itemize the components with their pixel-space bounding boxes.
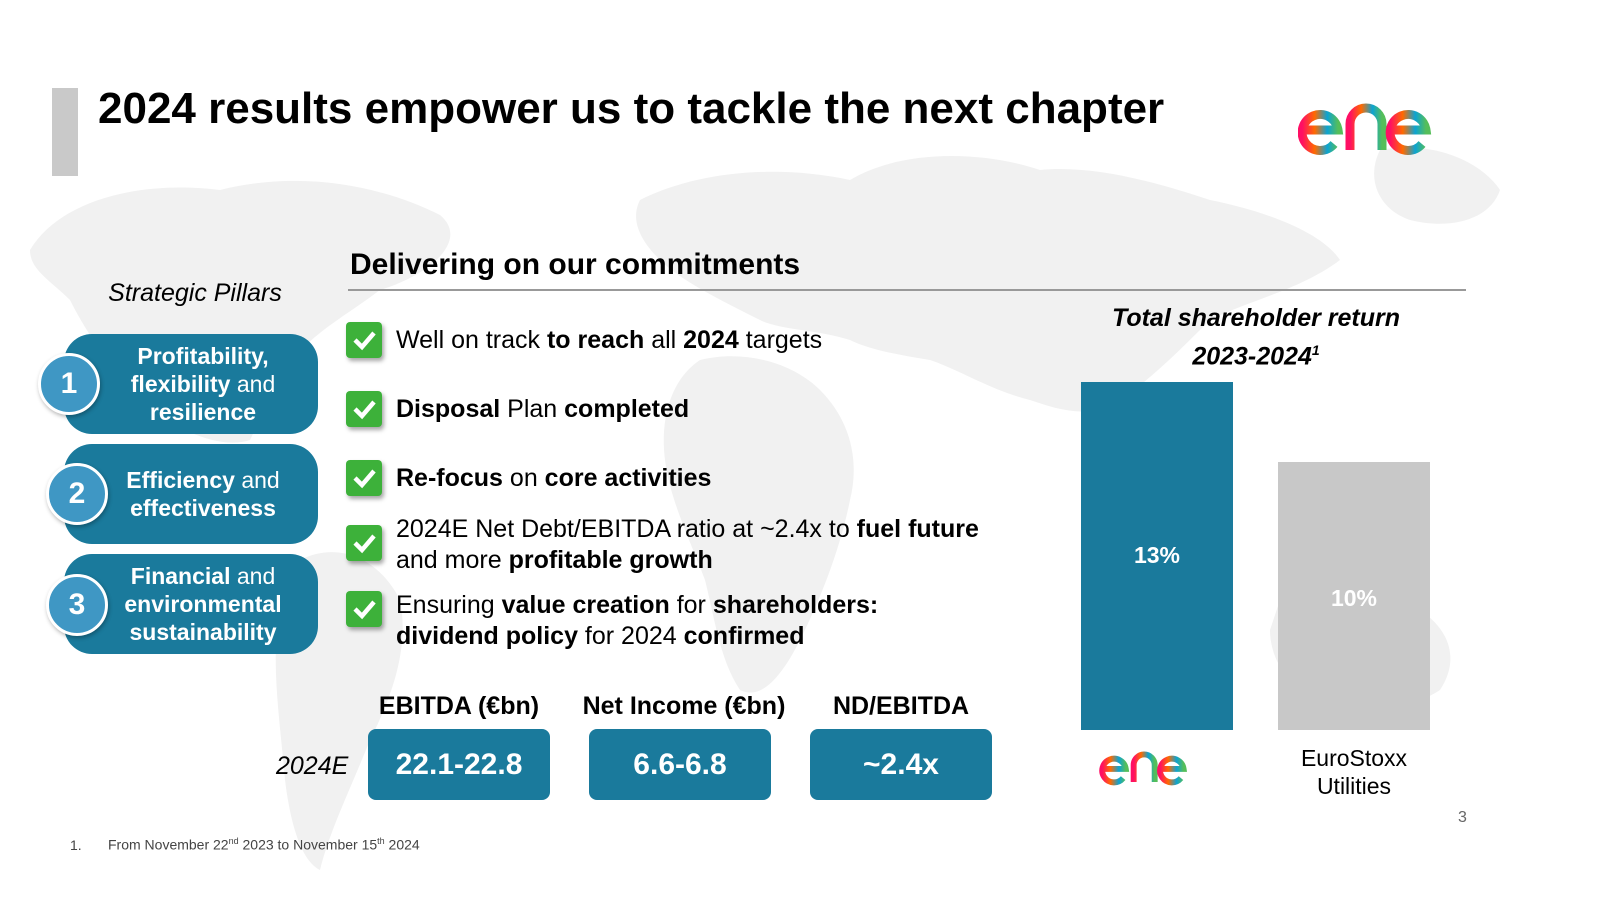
enel-logo <box>1098 740 1214 786</box>
tsr-bar-enel: 13% <box>1081 382 1233 730</box>
eurostoxx-utilities-label: EuroStoxx Utilities <box>1300 745 1408 799</box>
pillar-profitability: Profitability, flexibility and resilienc… <box>64 334 318 434</box>
tsr-title: Total shareholder return 2023-20241 <box>1111 304 1400 371</box>
kpi-value-ebitda: 22.1-22.8 <box>368 729 550 800</box>
checkmark-icon <box>346 391 382 427</box>
commitments-heading: Delivering on our commitments <box>350 248 801 281</box>
kpi-value-net-income: 6.6-6.8 <box>589 729 771 800</box>
tsr-bar-label-enel: 13% <box>1133 542 1181 569</box>
page-number: 3 <box>1458 809 1467 826</box>
checkmark-icon <box>346 525 382 561</box>
kpi-label-nd-ebitda: ND/EBITDA <box>832 692 970 720</box>
pillar-number-1: 1 <box>38 353 100 415</box>
tsr-bar-label-eurostoxx: 10% <box>1330 585 1378 612</box>
title-accent-bar <box>52 88 78 176</box>
commitments-divider <box>348 289 1466 291</box>
checkmark-icon <box>346 460 382 496</box>
kpi-year-label: 2024E <box>276 752 349 780</box>
commitment-item: Ensuring value creation for shareholders… <box>396 591 879 650</box>
footnote: 1. From November 22nd 2023 to November 15… <box>70 836 420 853</box>
commitment-item: Disposal Plan completed <box>396 395 690 423</box>
checkmark-icon <box>346 591 382 627</box>
commitment-item: 2024E Net Debt/EBITDA ratio at ~2.4x to … <box>396 515 979 574</box>
commitment-item: Re-focus on core activities <box>396 464 712 492</box>
tsr-bar-eurostoxx: 10% <box>1278 462 1430 730</box>
checkmark-icon <box>346 322 382 358</box>
commitment-item: Well on track to reach all 2024 targets <box>396 326 823 354</box>
kpi-label-ebitda: EBITDA (€bn) <box>378 692 540 720</box>
strategic-pillars-heading: Strategic Pillars <box>108 279 282 307</box>
enel-logo <box>1298 86 1470 156</box>
pillar-number-3: 3 <box>46 574 108 636</box>
pillar-number-2: 2 <box>46 463 108 525</box>
kpi-label-net-income: Net Income (€bn) <box>582 692 786 720</box>
slide-title: 2024 results empower us to tackle the ne… <box>98 84 1165 133</box>
kpi-value-nd-ebitda: ~2.4x <box>810 729 992 800</box>
